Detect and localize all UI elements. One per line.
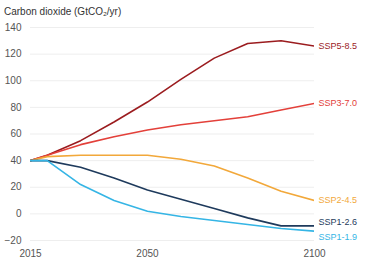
svg-text:−20: −20 (5, 235, 22, 246)
svg-text:2100: 2100 (303, 248, 326, 259)
svg-text:20: 20 (10, 181, 22, 192)
svg-text:80: 80 (10, 102, 22, 113)
svg-text:2015: 2015 (19, 248, 42, 259)
svg-text:SSP5-8.5: SSP5-8.5 (319, 41, 358, 51)
svg-text:SSP1-2.6: SSP1-2.6 (319, 217, 358, 227)
svg-text:60: 60 (10, 128, 22, 139)
svg-text:100: 100 (5, 75, 22, 86)
svg-text:40: 40 (10, 155, 22, 166)
svg-text:2050: 2050 (136, 248, 159, 259)
html-text:Carbon dioxide (GtCO₂/yr): Carbon dioxide (GtCO₂/yr) (4, 6, 122, 17)
svg-text:SSP1-1.9: SSP1-1.9 (319, 232, 358, 242)
svg-text:0: 0 (16, 208, 22, 219)
svg-text:120: 120 (5, 48, 22, 59)
svg-text:140: 140 (5, 22, 22, 33)
svg-text:SSP2-4.5: SSP2-4.5 (319, 195, 358, 205)
svg-text:SSP3-7.0: SSP3-7.0 (319, 98, 358, 108)
